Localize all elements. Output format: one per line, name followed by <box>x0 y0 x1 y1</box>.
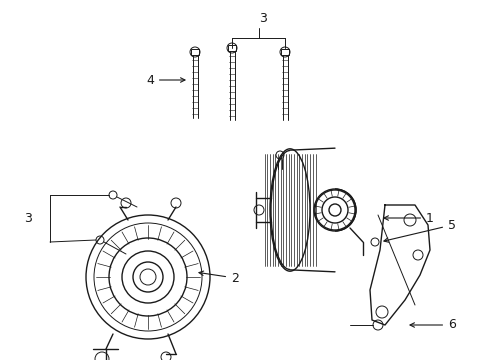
Text: 5: 5 <box>383 219 455 242</box>
Text: 2: 2 <box>199 271 239 284</box>
Bar <box>227 45 236 51</box>
Bar <box>191 49 199 55</box>
Bar <box>281 49 288 55</box>
Text: 3: 3 <box>24 212 32 225</box>
Text: 6: 6 <box>409 319 455 332</box>
Text: 3: 3 <box>259 12 267 24</box>
Text: 1: 1 <box>383 212 433 225</box>
Text: 4: 4 <box>146 73 184 86</box>
